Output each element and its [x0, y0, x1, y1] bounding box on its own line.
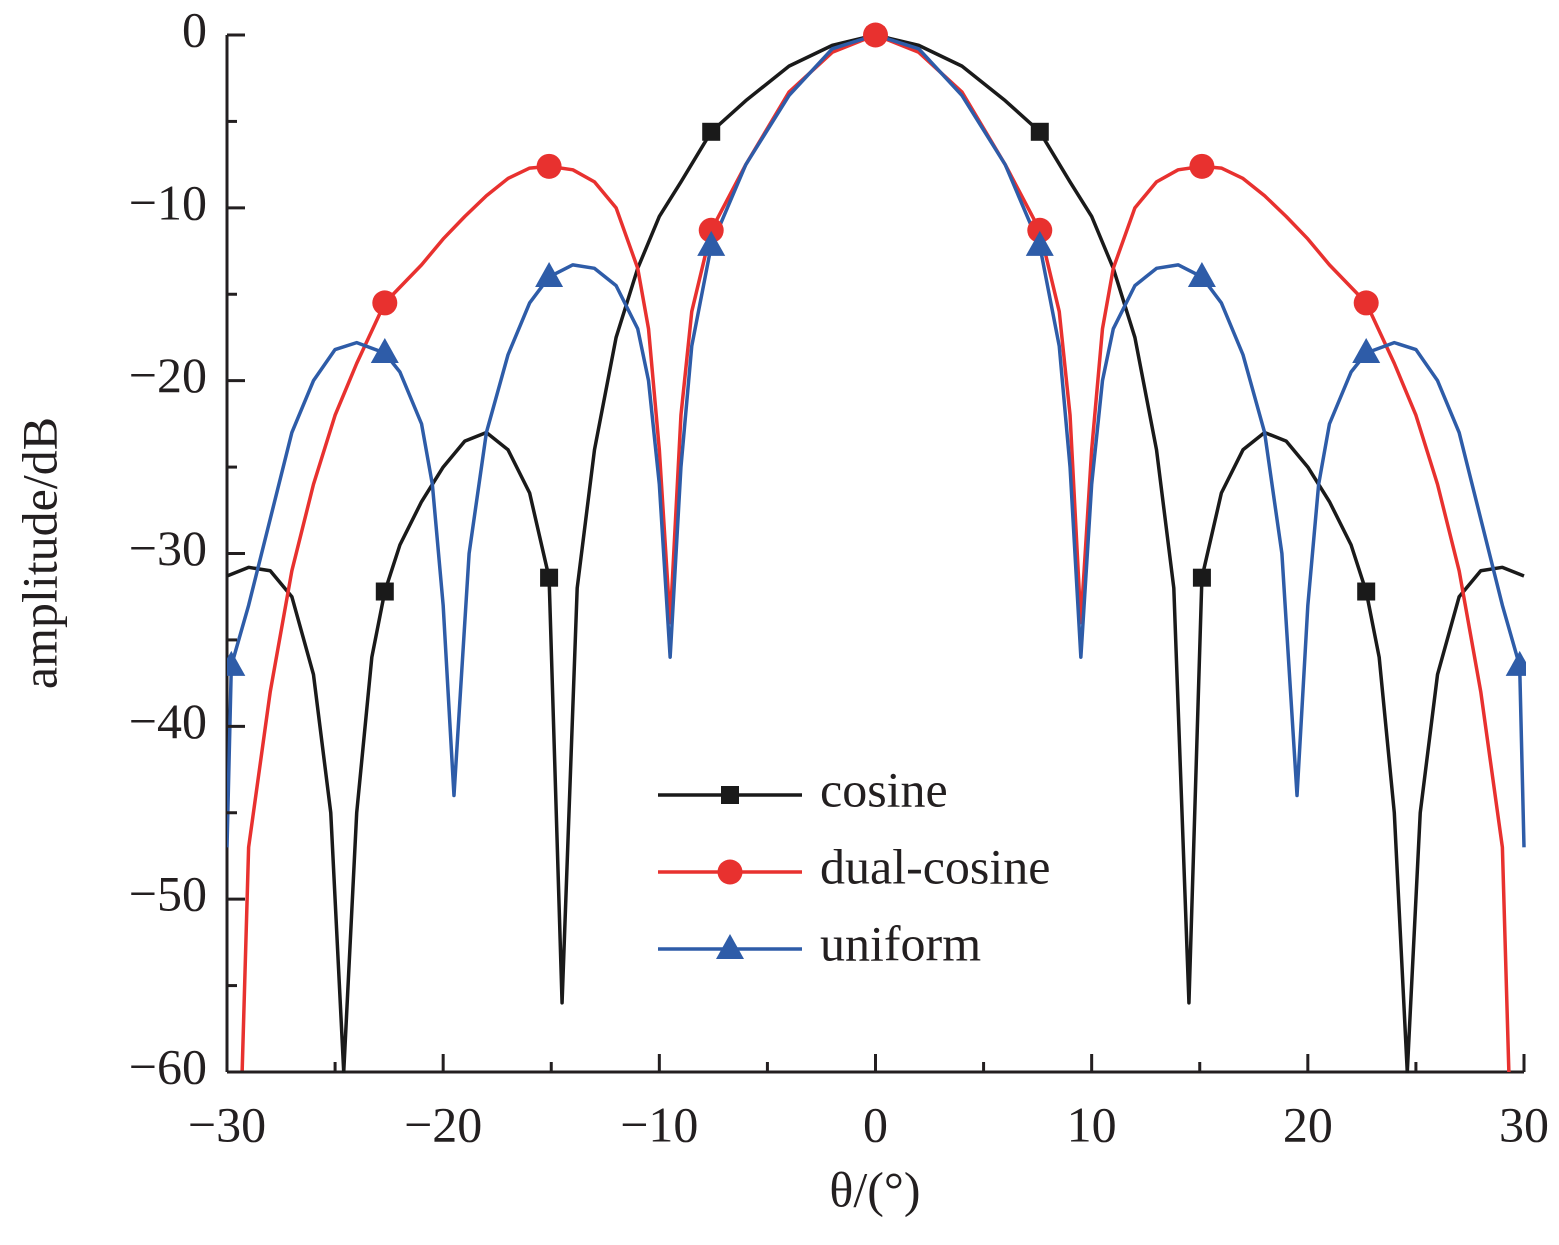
data-marker	[698, 217, 724, 243]
data-marker	[1353, 290, 1379, 316]
data-marker	[1352, 338, 1381, 364]
legend-label: uniform	[820, 915, 981, 971]
data-marker	[1192, 568, 1211, 587]
data-marker	[1505, 650, 1526, 676]
data-marker	[1189, 153, 1215, 179]
x-tick-label: 30	[1499, 1096, 1549, 1152]
x-tick-label: −10	[620, 1096, 698, 1152]
y-axis-label: amplitude/dB	[11, 417, 67, 689]
x-tick-label: 0	[863, 1096, 888, 1152]
data-marker	[1025, 230, 1054, 256]
data-marker	[540, 568, 559, 587]
data-marker	[536, 153, 562, 179]
plot-area	[227, 22, 1526, 1073]
y-tick-label: −10	[129, 174, 207, 230]
data-marker	[1027, 217, 1053, 243]
legend-marker	[721, 786, 739, 804]
legend-marker	[716, 934, 744, 959]
y-tick-label: −30	[129, 520, 207, 576]
x-axis-label: θ/(°)	[829, 1161, 920, 1217]
data-marker	[227, 650, 246, 676]
x-tick-label: −20	[404, 1096, 482, 1152]
data-marker	[863, 22, 888, 48]
x-tick-label: 20	[1283, 1096, 1333, 1152]
y-tick-label: −40	[129, 693, 207, 749]
y-tick-label: −60	[129, 1038, 207, 1094]
x-tick-label: −30	[188, 1096, 266, 1152]
data-marker	[535, 261, 564, 287]
y-tick-label: −50	[129, 866, 207, 922]
y-tick-label: −20	[129, 347, 207, 403]
data-marker	[1357, 582, 1376, 601]
series-line	[227, 33, 1526, 848]
data-marker	[370, 338, 399, 364]
legend-label: cosine	[820, 761, 948, 817]
data-marker	[1030, 122, 1049, 141]
y-tick-label: 0	[182, 1, 207, 57]
legend-label: dual-cosine	[820, 838, 1050, 894]
data-marker	[1187, 261, 1216, 287]
data-marker	[702, 122, 721, 141]
legend-marker	[717, 859, 743, 885]
x-tick-label: 10	[1067, 1096, 1117, 1152]
data-marker	[697, 230, 726, 256]
data-marker	[372, 290, 398, 316]
data-marker	[375, 582, 394, 601]
